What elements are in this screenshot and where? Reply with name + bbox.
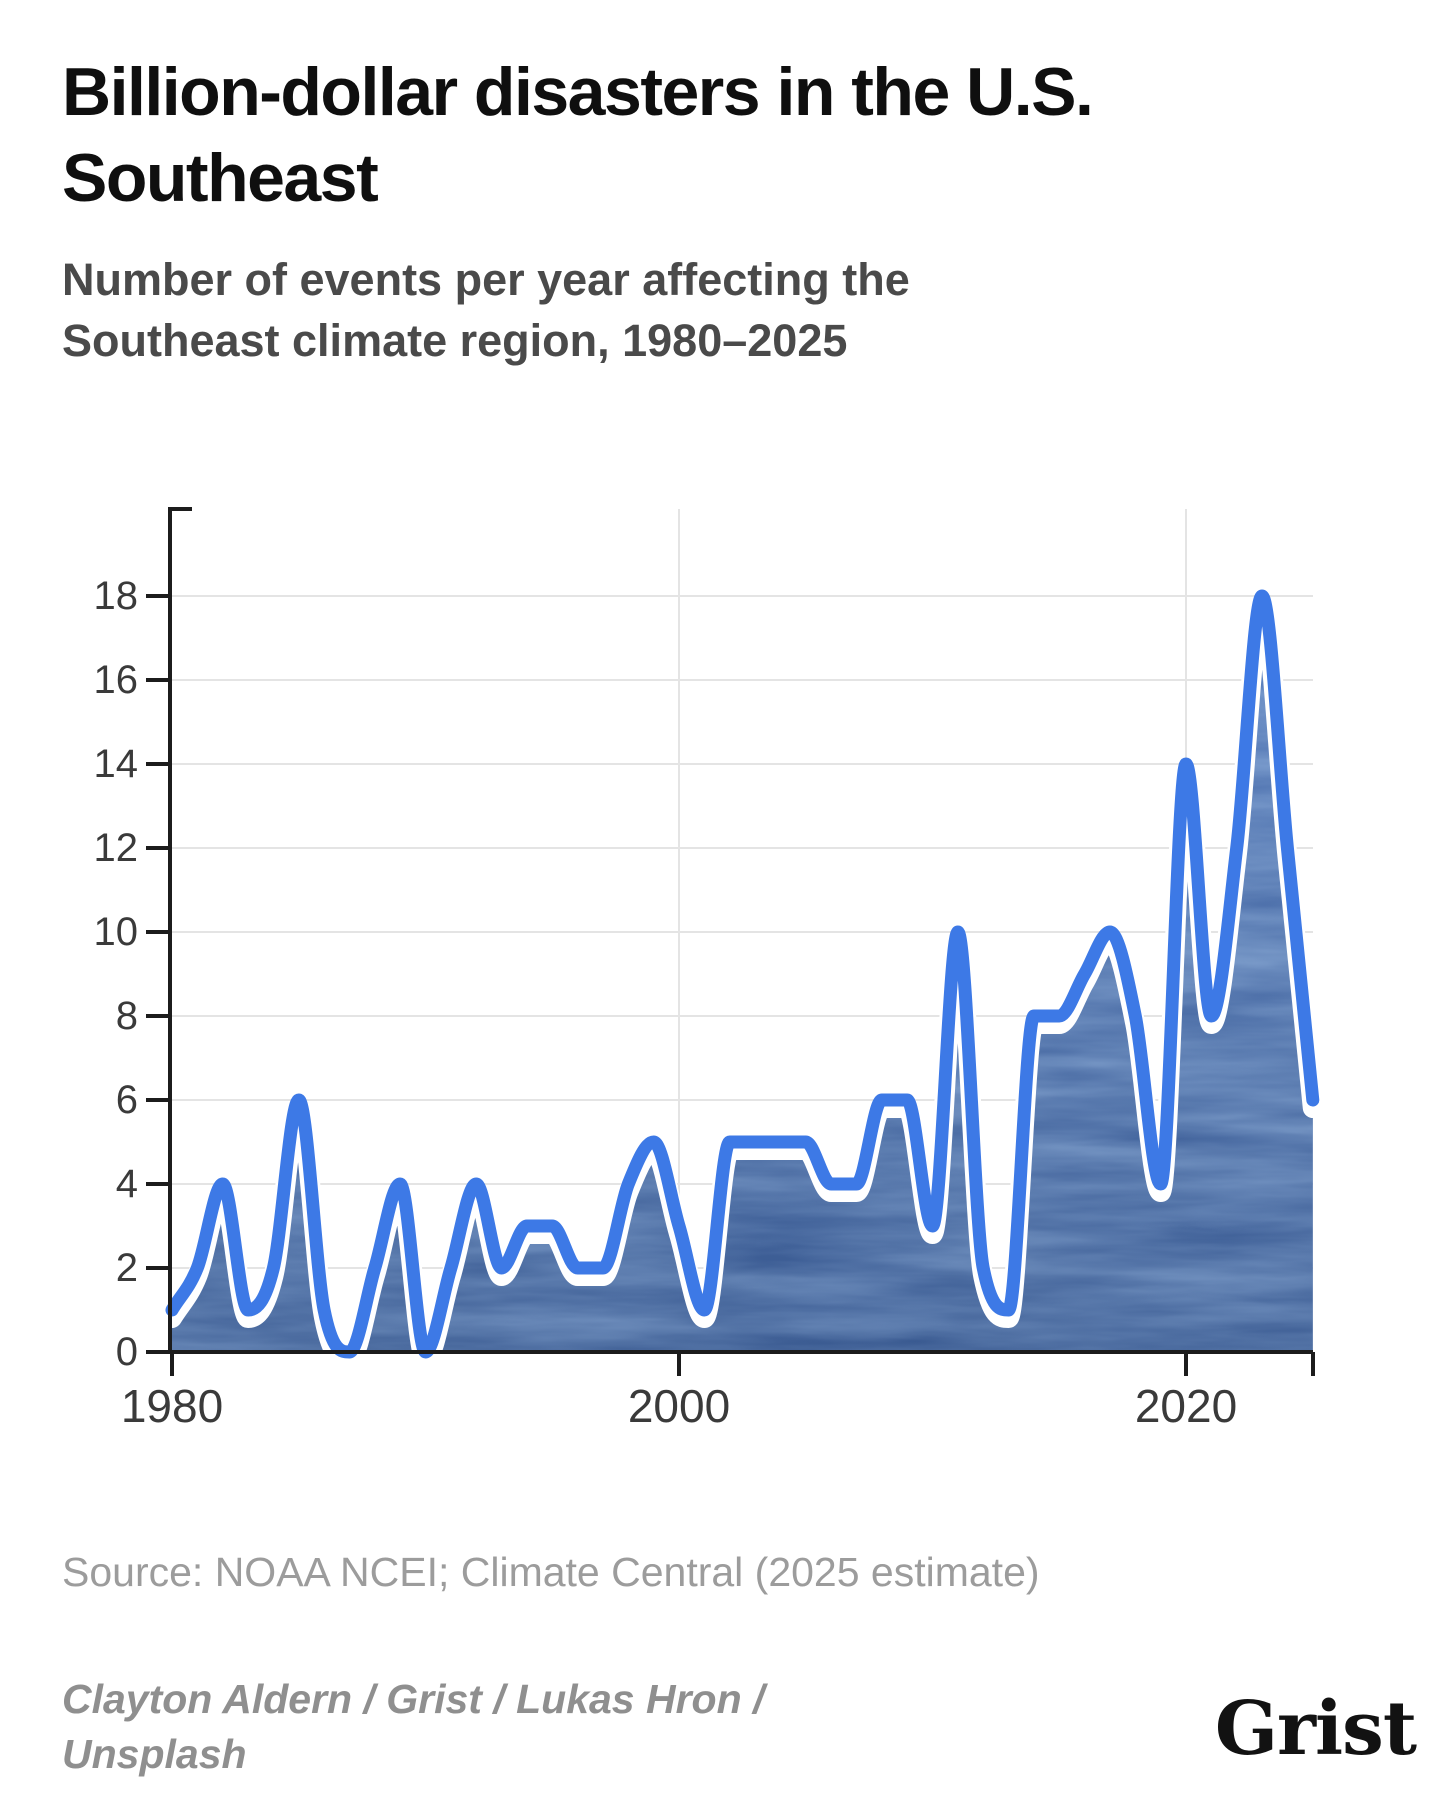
y-tick-label: 18 xyxy=(94,574,139,618)
y-tick-label: 2 xyxy=(116,1246,138,1290)
chart-title: Billion-dollar disasters in the U.S. Sou… xyxy=(62,54,1094,216)
credit-line: Clayton Aldern / Grist / Lukas Hron / Un… xyxy=(62,1676,765,1777)
grist-logo: Grist xyxy=(1214,1686,1417,1772)
y-tick-label: 6 xyxy=(116,1078,138,1122)
y-tick-label: 10 xyxy=(94,910,139,954)
y-tick-label: 14 xyxy=(94,742,139,786)
source-note: Source: NOAA NCEI; Climate Central (2025… xyxy=(62,1549,1040,1595)
x-tick-label: 1980 xyxy=(121,1380,223,1432)
x-tick-label: 2000 xyxy=(628,1380,730,1432)
data-line xyxy=(165,589,1320,1359)
y-tick-label: 16 xyxy=(94,658,139,702)
y-tick-label: 8 xyxy=(116,994,138,1038)
y-tick-label: 0 xyxy=(116,1330,138,1374)
y-tick-label: 4 xyxy=(116,1162,138,1206)
chart-subtitle: Number of events per year affecting the … xyxy=(62,254,910,366)
y-tick-label: 12 xyxy=(94,826,139,870)
x-tick-label: 2020 xyxy=(1135,1380,1237,1432)
